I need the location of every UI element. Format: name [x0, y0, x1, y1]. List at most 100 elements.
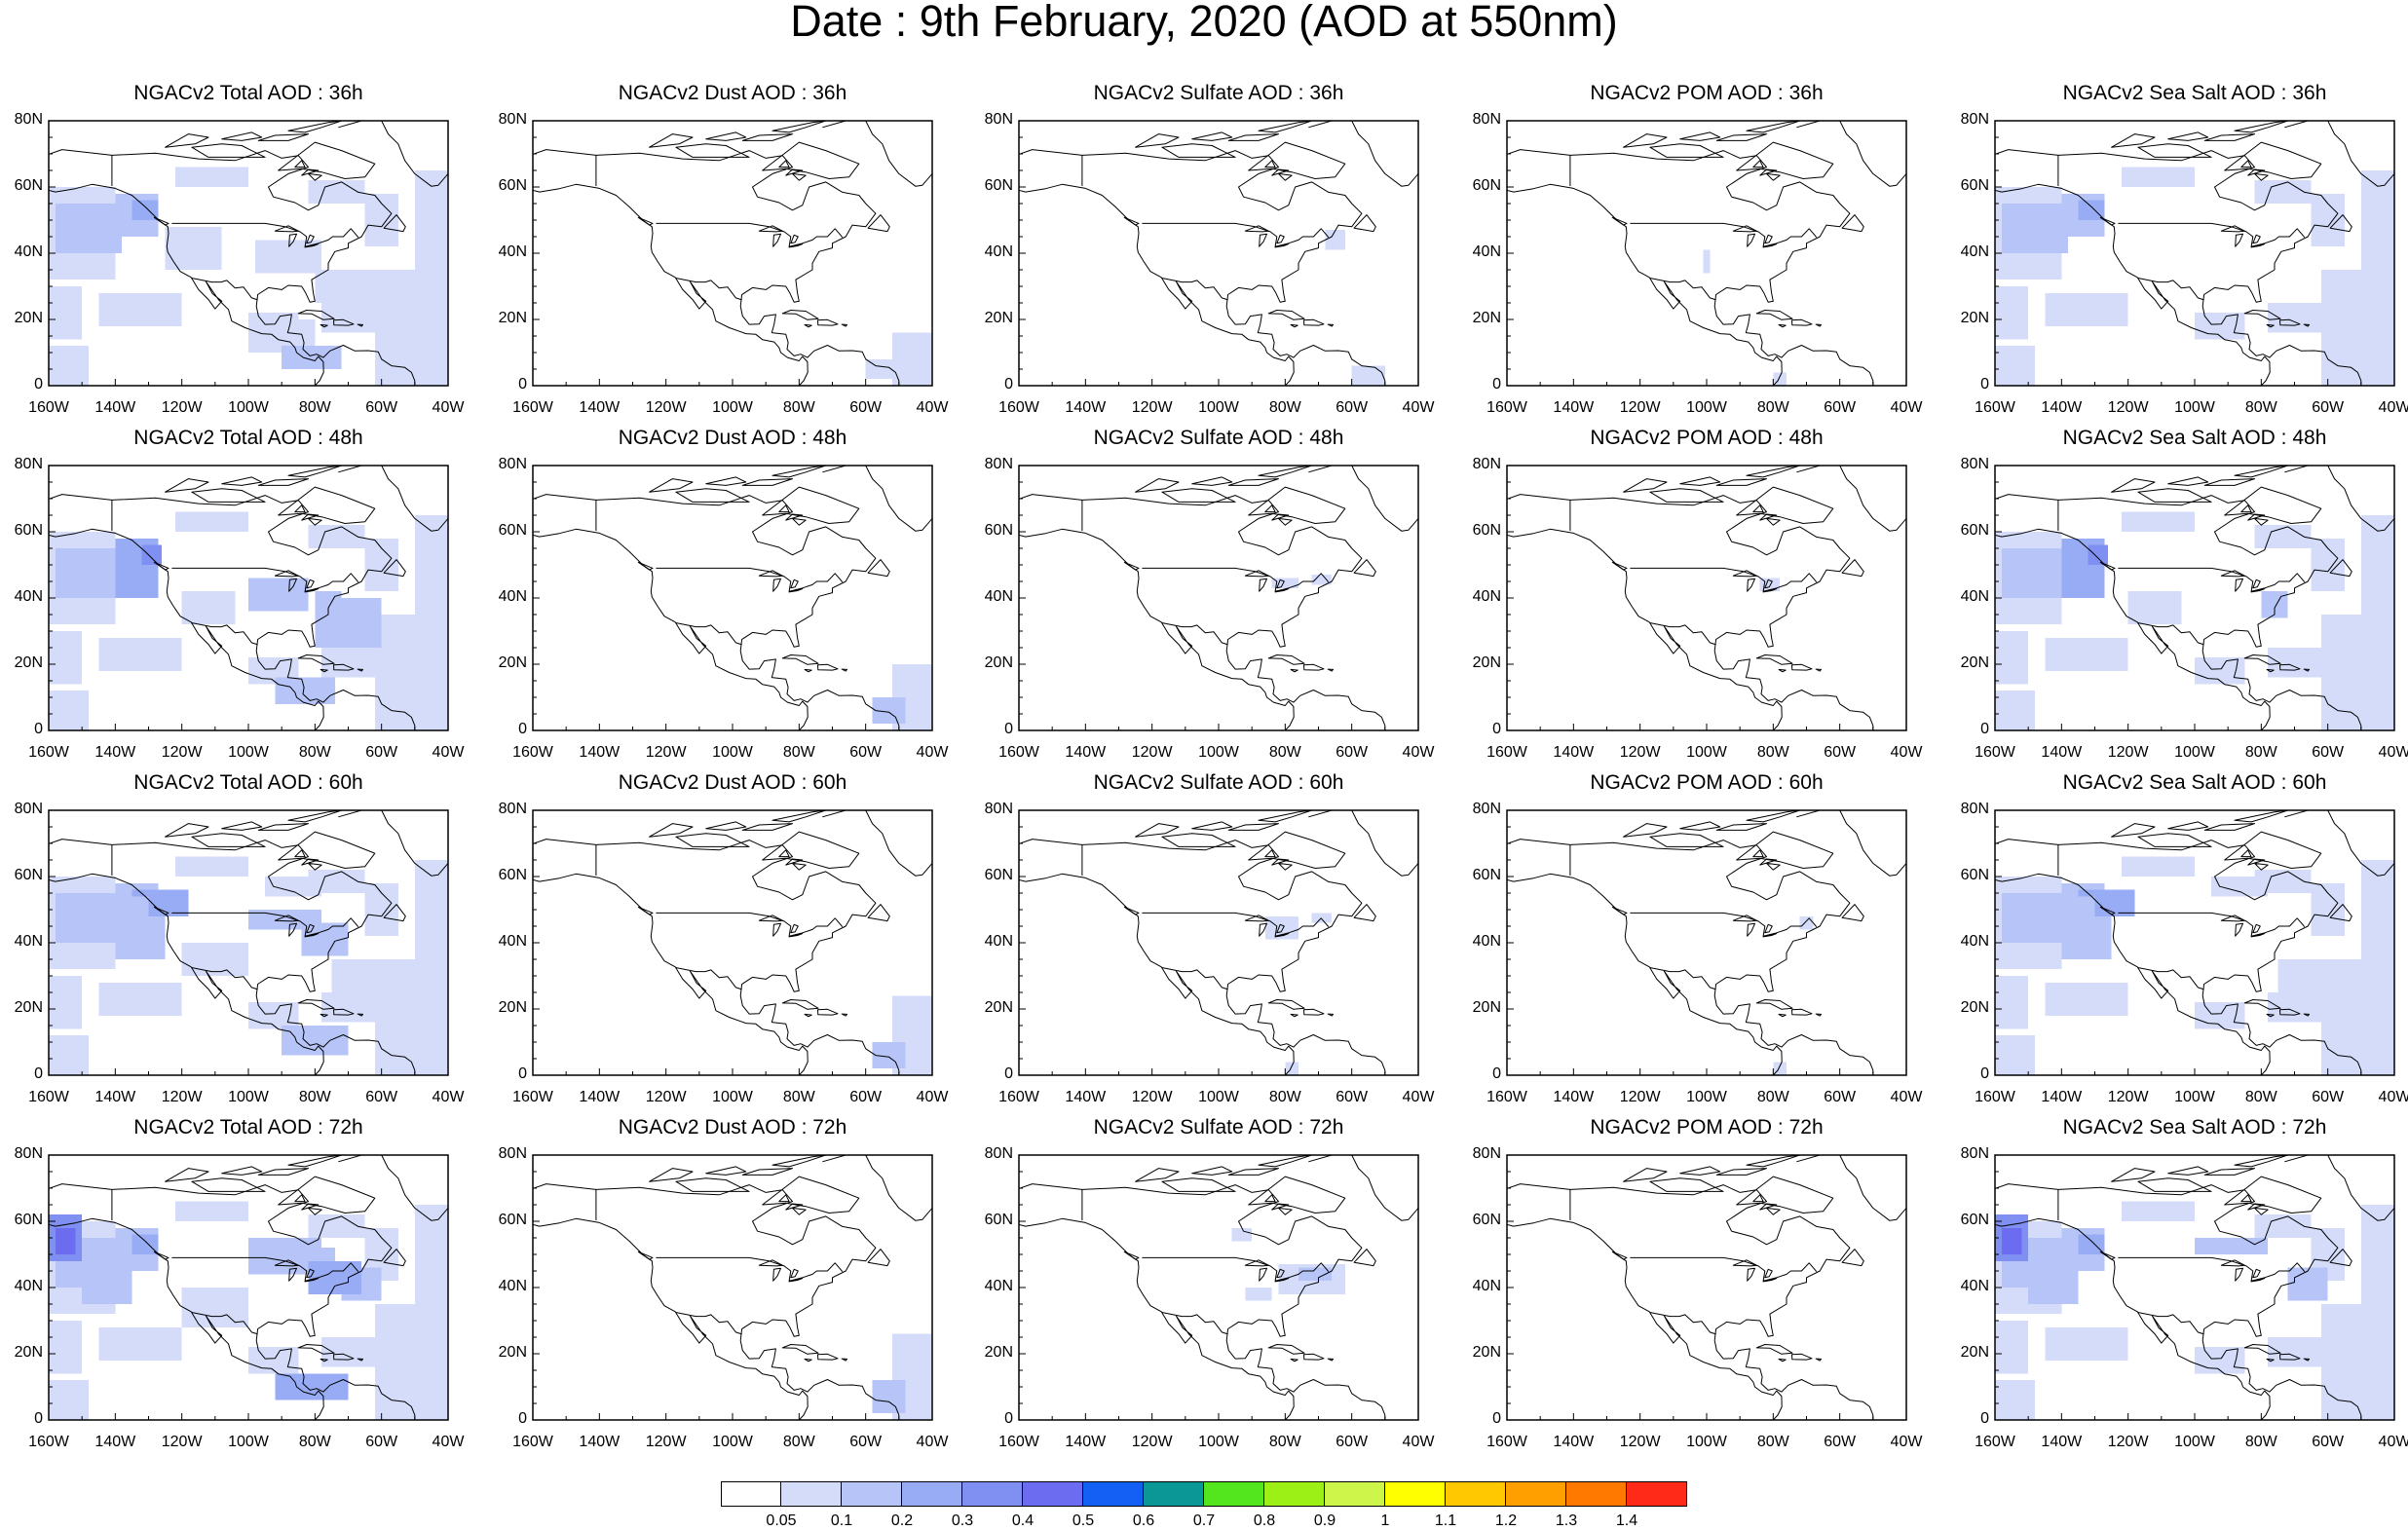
lat-tick-label: 0	[1492, 721, 1501, 737]
aod-shading-cell	[2320, 959, 2394, 1075]
coastline	[675, 278, 742, 301]
aod-shading-cell	[1995, 631, 2029, 685]
land-outline	[817, 663, 839, 671]
lat-tick-label: 20N	[1960, 1344, 1989, 1361]
coastline	[1019, 149, 1386, 386]
map-panel: NGACv2 POM AOD : 72h 0 20N 40N 60N 80N 160W 140…	[1473, 1116, 1994, 1486]
lon-tick-label: 160W	[1486, 744, 1527, 761]
land-outline	[165, 133, 209, 148]
aod-shading-cell	[1325, 230, 1345, 250]
colorbar-label: 0.05	[766, 1512, 797, 1529]
land-outline	[1191, 821, 1233, 831]
land-outline	[2279, 1008, 2301, 1016]
colorbar-label: 1.3	[1555, 1512, 1578, 1529]
land-outline	[1274, 933, 1290, 938]
land-outline	[1248, 1176, 1346, 1214]
aod-map	[532, 465, 933, 731]
colorbar-swatch	[1506, 1481, 1566, 1507]
aod-shading-cell	[315, 598, 382, 648]
colorbar-label: 0.9	[1313, 1512, 1336, 1529]
lon-tick-label: 40W	[432, 1434, 465, 1450]
land-outline	[2137, 488, 2212, 503]
coastline	[656, 1256, 844, 1282]
land-outline	[1649, 1177, 1724, 1192]
aod-shading-cell	[248, 1002, 299, 1029]
land-outline	[2247, 858, 2266, 866]
lat-tick-label: 60N	[1960, 522, 1989, 539]
lon-tick-label: 100W	[2174, 744, 2215, 761]
aod-shading-cell	[1245, 1288, 1272, 1301]
land-outline	[304, 588, 320, 593]
land-outline	[1135, 823, 1180, 838]
land-outline	[741, 133, 793, 141]
land-outline	[867, 1249, 890, 1267]
coastline	[822, 466, 932, 532]
land-outline	[1623, 1168, 1668, 1182]
aod-shading-cell	[1311, 913, 1333, 923]
aod-shading-cell	[2078, 1234, 2105, 1254]
land-outline	[2247, 1203, 2266, 1211]
land-outline	[357, 323, 363, 327]
aod-shading-cell	[321, 303, 375, 333]
land-outline	[1764, 579, 1773, 589]
land-outline	[1278, 517, 1293, 526]
land-outline	[637, 1251, 654, 1260]
lat-tick-label: 20N	[1960, 654, 1989, 671]
land-outline	[637, 906, 654, 915]
land-outline	[2243, 1344, 2281, 1355]
land-outline	[1161, 143, 1236, 158]
coastline	[1019, 839, 1386, 1075]
aod-shading-cell	[1311, 575, 1333, 585]
map-panel: NGACv2 Sea Salt AOD : 48h 0 20N 40N 60N 80N 16…	[1961, 427, 2408, 797]
aod-shading-cell	[2127, 591, 2182, 625]
colorbar-label: 1.2	[1494, 1512, 1518, 1529]
lon-tick-label: 140W	[1065, 1089, 1107, 1105]
land-outline	[1815, 668, 1822, 672]
land-outline	[1248, 831, 1346, 869]
coastline	[2118, 222, 2306, 247]
colorbar-swatch	[1144, 1481, 1204, 1507]
panel-title: NGACv2 Sulfate AOD : 60h	[1093, 771, 1344, 794]
aod-shading-cell	[374, 615, 448, 730]
land-outline	[1271, 513, 1290, 521]
land-outline	[792, 1207, 807, 1215]
panel-title: NGACv2 Dust AOD : 60h	[618, 771, 847, 794]
map-frame	[1506, 465, 1907, 731]
aod-shading-cell	[181, 943, 248, 976]
land-outline	[790, 1268, 799, 1279]
land-outline	[1227, 1168, 1279, 1176]
lon-tick-label: 140W	[2041, 1434, 2083, 1450]
land-outline	[1715, 478, 1767, 486]
land-outline	[867, 904, 890, 922]
lon-tick-label: 140W	[94, 1089, 136, 1105]
aod-shading-cell	[1351, 365, 1385, 386]
coastline	[1995, 1217, 2271, 1420]
land-outline	[333, 1008, 355, 1016]
panel-title: NGACv2 Sea Salt AOD : 60h	[2062, 771, 2327, 794]
panel-title: NGACv2 POM AOD : 36h	[1590, 82, 1824, 104]
aod-shading-cell	[1995, 1035, 2035, 1075]
land-outline	[294, 1194, 306, 1203]
land-outline	[841, 668, 847, 672]
aod-shading-cell	[2195, 657, 2245, 685]
coastline	[338, 1155, 448, 1221]
aod-shading-cell	[2360, 860, 2394, 959]
map-frame	[532, 120, 933, 387]
land-outline	[288, 922, 297, 937]
aod-shading-cell	[2254, 525, 2312, 548]
lon-tick-label: 120W	[645, 1089, 687, 1105]
panel-title: NGACv2 POM AOD : 60h	[1590, 771, 1824, 794]
land-outline	[1815, 323, 1822, 327]
lon-tick-label: 140W	[94, 399, 136, 416]
land-outline	[762, 141, 860, 179]
lon-tick-label: 140W	[1065, 399, 1107, 416]
land-outline	[1161, 833, 1236, 847]
land-outline	[191, 1177, 266, 1192]
lon-tick-label: 140W	[2041, 744, 2083, 761]
lon-tick-label: 140W	[579, 399, 621, 416]
land-outline	[2137, 833, 2212, 847]
lat-tick-label: 20N	[498, 310, 527, 326]
land-outline	[1752, 160, 1764, 168]
lon-tick-label: 40W	[1890, 1434, 1923, 1450]
